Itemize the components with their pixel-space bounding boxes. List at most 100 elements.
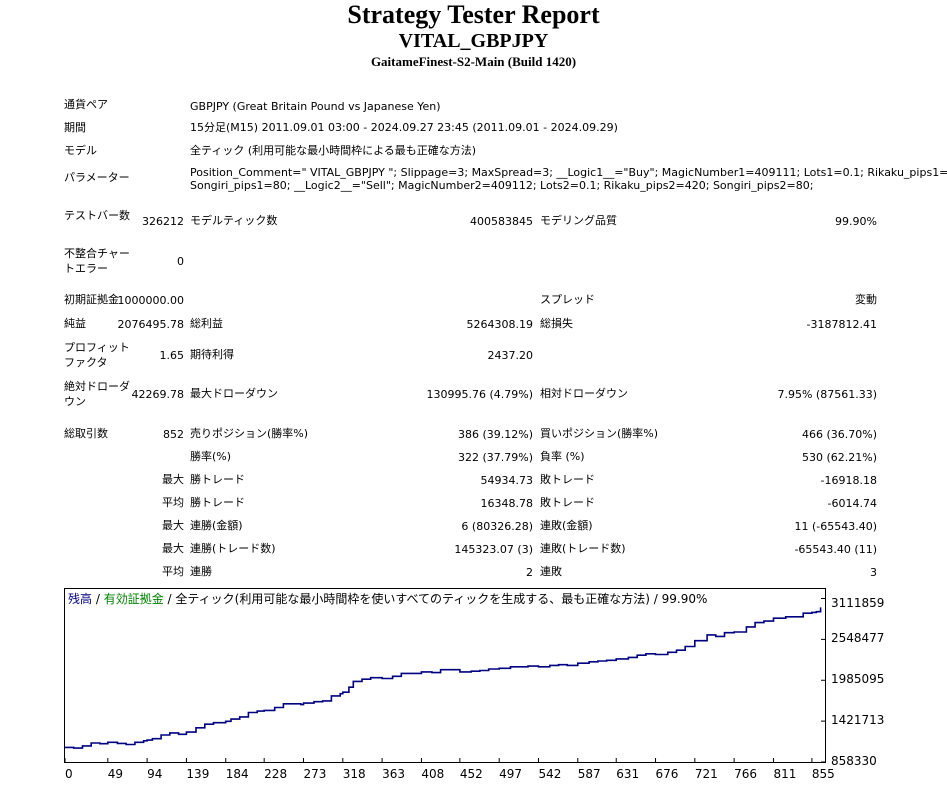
expected-payoff-value: 2437.20 (487, 349, 534, 362)
avg-win-label: 勝トレード (190, 496, 245, 509)
y-tick-label: 1985095 (831, 672, 885, 687)
x-tick-label: 766 (734, 767, 758, 781)
short-positions-value: 386 (39.12%) (457, 428, 533, 441)
params-line-2: Songiri_pips1=80; __Logic2__="Sell"; Mag… (190, 179, 814, 192)
consecutive-losses-count-label: 連敗(トレード数) (540, 542, 626, 555)
x-tick-label: 631 (616, 767, 640, 781)
net-label: 純益 (64, 317, 86, 330)
x-tick-label: 408 (421, 767, 445, 781)
legend-model-text: 全ティック(利用可能な最小時間枠を使いすべてのティックを生成する、最も正確な方法… (175, 592, 708, 606)
x-tick-label: 139 (186, 767, 210, 781)
avg-consecutive-wins-label: 連勝 (190, 565, 212, 578)
bars-label: テストバー数 (64, 209, 130, 222)
deposit-value: 1000000.00 (117, 294, 184, 307)
total-trades-value: 852 (163, 428, 184, 441)
x-tick-label: 811 (773, 767, 797, 781)
model-value: 全ティック (利用可能な最小時間枠による最も正確な方法) (190, 144, 477, 157)
x-tick-label: 0 (65, 767, 73, 781)
ticks-label: モデルティック数 (190, 214, 278, 227)
spread-value: 変動 (855, 293, 877, 306)
gross-loss-value: -3187812.41 (806, 318, 877, 331)
consecutive-wins-count-label: 連勝(トレード数) (190, 542, 276, 555)
series-line-0 (65, 607, 822, 749)
x-tick-label: 676 (655, 767, 679, 781)
largest-loss-label: 敗トレード (540, 473, 595, 486)
avg-loss-label: 敗トレード (540, 496, 595, 509)
x-tick-label: 497 (499, 767, 523, 781)
avg-consecutive-wins-value: 2 (526, 566, 533, 579)
avg-consecutive-losses-value: 3 (870, 566, 877, 579)
spread-label: スプレッド (540, 293, 595, 306)
long-positions-label: 買いポジション(勝率%) (540, 427, 659, 440)
y-tick-label: 858330 (831, 754, 877, 768)
symbol-value: GBPJPY (Great Britain Pound vs Japanese … (190, 100, 441, 113)
short-positions-label: 売りポジション(勝率%) (190, 427, 309, 440)
consecutive-losses-money-label: 連敗(金額) (540, 519, 593, 532)
report-title: Strategy Tester Report (347, 0, 600, 29)
equity-chart (64, 588, 826, 763)
gross-loss-label: 総損失 (540, 317, 573, 330)
max-prefix-2: 最大 (162, 542, 184, 555)
total-trades-label: 総取引数 (64, 427, 108, 440)
consecutive-wins-count-value: 145323.07 (3) (454, 543, 533, 556)
loss-rate-label: 負率 (%) (540, 450, 585, 463)
loss-rate-value: 530 (62.21%) (801, 451, 877, 464)
report-build: GaitameFinest-S2-Main (Build 1420) (370, 54, 577, 69)
x-tick-label: 94 (147, 767, 163, 781)
profit-factor-value: 1.65 (159, 349, 185, 362)
absolute-drawdown-label: 絶対ドローダウン (64, 380, 130, 408)
long-positions-value: 466 (36.70%) (801, 428, 877, 441)
quality-value: 99.90% (835, 215, 877, 228)
max-prefix-1: 最大 (162, 519, 184, 532)
consecutive-losses-count-value: -65543.40 (11) (794, 543, 877, 556)
profit-factor-label: プロフィットファクタ (64, 341, 130, 369)
x-tick-label: 363 (382, 767, 405, 781)
consecutive-wins-money-value: 6 (80326.28) (461, 520, 533, 533)
chart-plot (65, 598, 825, 762)
largest-loss-value: -16918.18 (820, 474, 877, 487)
y-tick-label: 2548477 (831, 631, 885, 646)
mismatch-label: 不整合チャートエラー (64, 247, 130, 275)
x-tick-label: 49 (107, 767, 124, 781)
net-value: 2076495.78 (117, 318, 184, 331)
legend-equity: 有効証拠金 (103, 592, 164, 606)
consecutive-wins-money-label: 連勝(金額) (190, 519, 243, 532)
period-label: 期間 (64, 121, 86, 134)
model-label: モデル (64, 144, 97, 157)
largest-win-value: 54934.73 (480, 474, 534, 487)
absolute-drawdown-value: 42269.78 (131, 388, 185, 401)
max-drawdown-label: 最大ドローダウン (190, 387, 278, 400)
average-prefix-2: 平均 (162, 565, 184, 578)
quality-label: モデリング品質 (540, 214, 617, 227)
x-tick-label: 452 (459, 767, 483, 781)
x-tick-label: 542 (538, 767, 562, 781)
relative-drawdown-label: 相対ドローダウン (540, 387, 628, 400)
gross-profit-value: 5264308.19 (466, 318, 533, 331)
legend-sep-2: / (163, 592, 176, 606)
legend-balance: 残高 (68, 592, 93, 606)
gross-profit-label: 総利益 (190, 317, 223, 330)
x-tick-label: 184 (225, 767, 249, 781)
chart-legend: 残高 / 有効証拠金 / 全ティック(利用可能な最小時間枠を使いすべてのティック… (68, 592, 707, 606)
expected-payoff-label: 期待利得 (190, 348, 234, 361)
largest-win-label: 勝トレード (190, 473, 245, 486)
avg-loss-value: -6014.74 (827, 497, 877, 510)
x-tick-label: 318 (342, 767, 366, 781)
x-tick-label: 721 (694, 767, 718, 781)
params-label: パラメーター (64, 171, 130, 184)
legend-sep-1: / (92, 592, 104, 606)
x-tick-label: 855 (811, 767, 835, 781)
x-tick-label: 228 (264, 767, 288, 781)
largest-prefix: 最大 (162, 473, 184, 486)
y-tick-label: 3111859 (831, 596, 885, 610)
avg-consecutive-losses-label: 連敗 (540, 565, 562, 578)
y-tick-label: 1421713 (831, 713, 885, 728)
win-rate-label: 勝率(%) (190, 450, 232, 463)
avg-win-value: 16348.78 (480, 497, 534, 510)
win-rate-value: 322 (37.79%) (457, 451, 533, 464)
x-tick-label: 587 (577, 767, 601, 781)
deposit-label: 初期証拠金 (64, 293, 119, 306)
consecutive-losses-money-value: 11 (-65543.40) (794, 520, 877, 533)
x-tick-label: 273 (303, 767, 327, 781)
mismatch-value: 0 (177, 255, 184, 268)
